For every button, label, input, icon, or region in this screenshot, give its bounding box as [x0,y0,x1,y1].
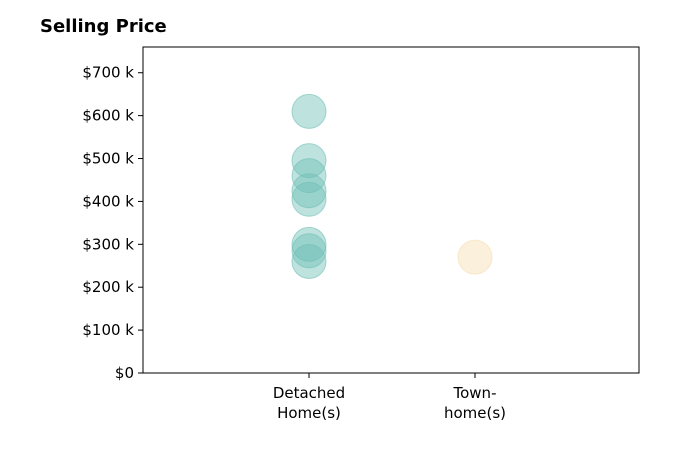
y-tick-label: $300 k [82,235,134,253]
y-tick-label: $700 k [82,64,134,82]
plot-frame [142,46,640,374]
y-tick-label: $100 k [82,321,134,339]
y-tick-label: $0 [115,364,134,382]
y-tick-label: $600 k [82,107,134,125]
y-tick-label: $400 k [82,192,134,210]
x-tick-label: Home(s) [277,404,341,422]
data-point [291,243,327,279]
data-point [291,173,327,209]
y-tick-label: $500 k [82,150,134,168]
y-tick-label: $200 k [82,278,134,296]
data-point [291,181,327,217]
data-point [291,143,327,179]
x-axis: Detached Home(s) Town-home(s) [273,373,506,422]
data-points [291,93,493,279]
x-tick-label: Detached [273,384,345,402]
data-point [457,239,493,275]
x-tick-label: Town- [453,384,497,402]
y-axis: $0 $100 k $200 k $300 k $400 k $500 k $600 k $7… [82,64,143,382]
chart-title: Selling Price [40,16,167,37]
x-tick-label: home(s) [444,404,506,422]
data-point [291,233,327,269]
data-point [291,93,327,129]
